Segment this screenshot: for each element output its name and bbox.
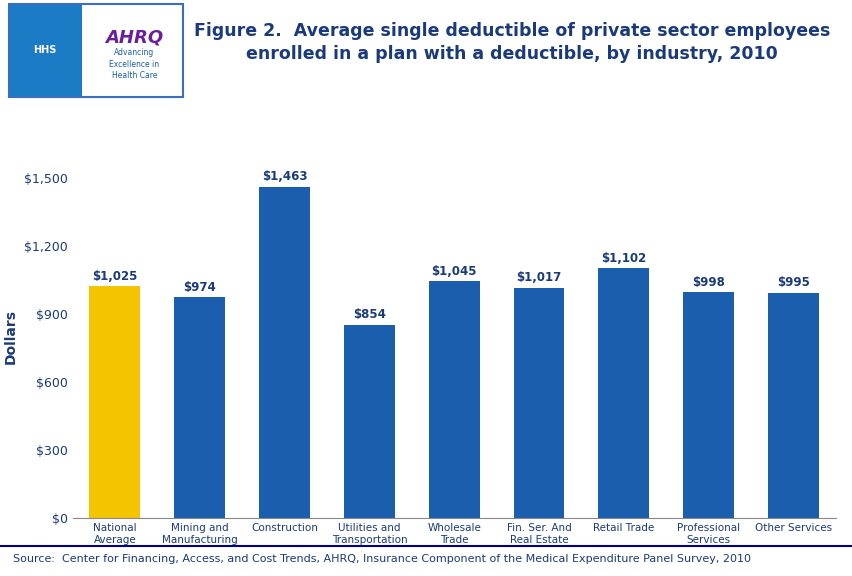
Text: $1,045: $1,045 xyxy=(431,265,476,278)
Bar xyxy=(259,187,309,518)
Bar xyxy=(429,282,479,518)
Bar xyxy=(89,286,141,518)
Bar xyxy=(598,268,648,518)
Text: $1,025: $1,025 xyxy=(92,270,137,282)
Text: AHRQ: AHRQ xyxy=(106,28,164,46)
FancyBboxPatch shape xyxy=(9,4,82,97)
Bar xyxy=(682,292,734,518)
Text: $1,102: $1,102 xyxy=(601,252,646,265)
Bar xyxy=(513,288,564,518)
Text: Figure 2.  Average single deductible of private sector employees
enrolled in a p: Figure 2. Average single deductible of p… xyxy=(193,21,829,63)
Text: Source:  Center for Financing, Access, and Cost Trends, AHRQ, Insurance Componen: Source: Center for Financing, Access, an… xyxy=(13,554,750,563)
Text: $1,463: $1,463 xyxy=(262,170,307,183)
Text: $974: $974 xyxy=(183,281,216,294)
Text: $854: $854 xyxy=(353,308,385,321)
Text: $1,017: $1,017 xyxy=(515,271,561,285)
Text: Advancing
Excellence in
Health Care: Advancing Excellence in Health Care xyxy=(109,48,159,80)
Bar xyxy=(767,293,818,518)
Text: $998: $998 xyxy=(692,276,724,289)
Y-axis label: Dollars: Dollars xyxy=(4,309,18,365)
Text: $995: $995 xyxy=(776,276,809,289)
Bar xyxy=(174,297,225,518)
Text: HHS: HHS xyxy=(33,46,57,55)
Bar xyxy=(343,325,394,518)
